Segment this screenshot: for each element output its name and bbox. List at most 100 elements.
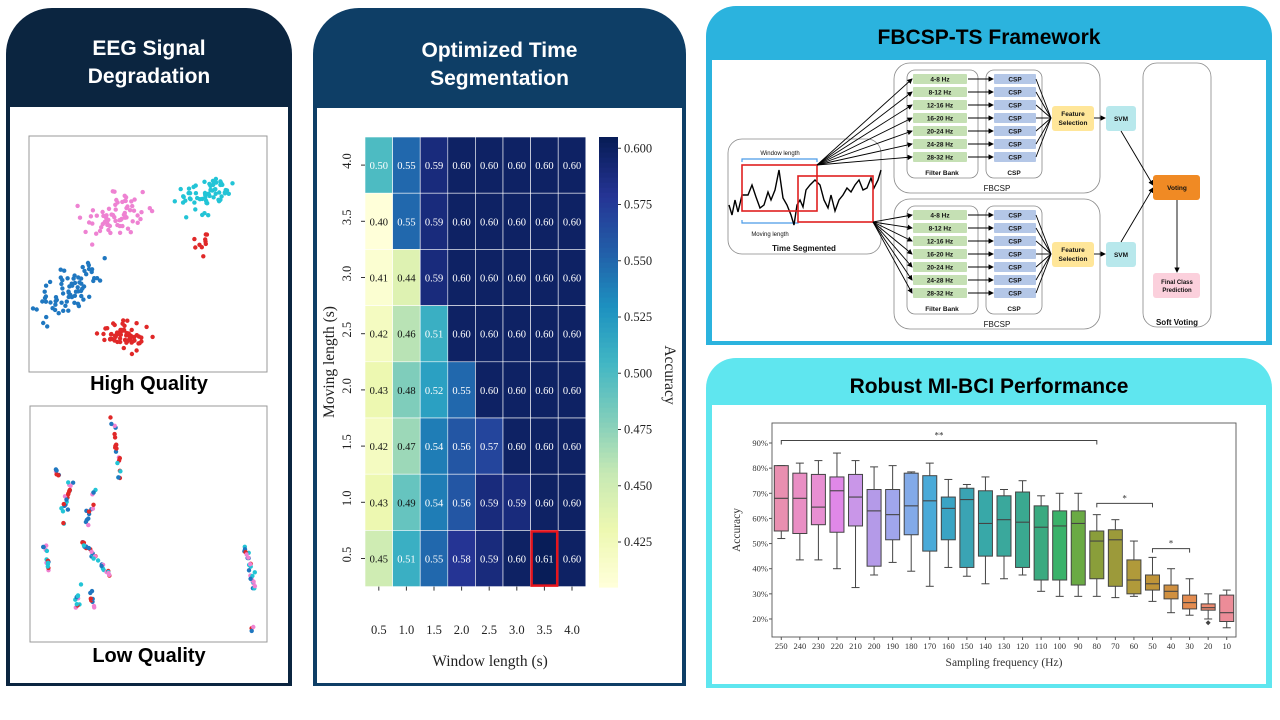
scatter-point xyxy=(124,205,129,211)
scatter-point xyxy=(60,291,66,296)
scatter-point xyxy=(86,266,92,272)
x-axis-label: Window length (s) xyxy=(432,653,548,670)
colorbar-tick-label: 0.600 xyxy=(624,141,652,155)
csp-label: CSP xyxy=(1008,116,1022,123)
scatter-point xyxy=(45,324,50,329)
soft-voting-label: Soft Voting xyxy=(1156,318,1198,327)
scatter-point xyxy=(191,184,196,190)
heatmap-cell-label: 0.56 xyxy=(452,442,470,453)
x-tick-label: 210 xyxy=(849,641,862,651)
scatter-point xyxy=(94,331,100,336)
colorbar-segment xyxy=(599,142,618,148)
band-filter-box xyxy=(913,223,967,233)
scatter-point xyxy=(75,594,81,599)
colorbar-segment xyxy=(599,482,618,488)
heatmap-cell xyxy=(557,473,587,531)
heatmap-cell-label: 0.54 xyxy=(425,498,444,509)
scatter-point xyxy=(131,338,137,343)
scatter-point xyxy=(78,582,84,587)
x-tick-label: 150 xyxy=(961,641,974,651)
scatter-point xyxy=(112,338,117,343)
scatter-point xyxy=(108,332,114,337)
heatmap-cell xyxy=(557,249,587,306)
heatmap-cell-label: 0.60 xyxy=(535,330,553,341)
heatmap-cell-label: 0.60 xyxy=(480,386,498,397)
csp-group-label: CSP xyxy=(1007,306,1021,313)
y-tick-label: 60% xyxy=(752,513,768,523)
box xyxy=(1126,559,1142,595)
scatter-point xyxy=(47,279,53,285)
colorbar-segment xyxy=(599,157,618,163)
scatter-point xyxy=(66,290,71,295)
y-axis-label: Accuracy xyxy=(731,508,743,552)
y-tick-label: 1.5 xyxy=(340,434,354,450)
y-tick-label: 20% xyxy=(752,614,768,624)
colorbar-segment xyxy=(599,547,618,553)
heatmap-cell-label: 0.60 xyxy=(563,274,581,285)
panel-title-performance: Robust MI-BCI Performance xyxy=(849,375,1129,398)
window-segment-1 xyxy=(741,164,818,212)
scatter-point xyxy=(112,435,118,440)
scatter-point xyxy=(61,268,67,273)
band-label: 4-8 Hz xyxy=(930,213,950,220)
scatter-point xyxy=(181,194,186,200)
scatter-point xyxy=(63,303,68,308)
band-label: 8-12 Hz xyxy=(929,226,953,233)
colorbar-segment xyxy=(599,512,618,518)
x-tick-label: 120 xyxy=(1016,641,1029,651)
heatmap-cell-label: 0.60 xyxy=(452,217,470,228)
band-label: 12-16 Hz xyxy=(927,239,954,246)
scatter-point xyxy=(86,522,91,528)
scatter-point xyxy=(75,301,81,306)
moving-length-label: Moving length xyxy=(751,232,788,238)
heatmap-cell-label: 0.58 xyxy=(452,555,470,566)
scatter-point xyxy=(252,584,258,589)
voting-box xyxy=(1153,175,1200,200)
scatter-point xyxy=(83,229,88,235)
scatter-point xyxy=(100,209,105,215)
scatter-point xyxy=(132,197,137,202)
csp-label: CSP xyxy=(1008,90,1022,97)
colorbar-segment xyxy=(599,177,618,183)
csp-to-feature-arrow xyxy=(1035,214,1052,255)
x-tick-label: 30 xyxy=(1185,641,1194,651)
colorbar-segment xyxy=(599,527,618,533)
scatter-point xyxy=(94,213,100,218)
scatter-point xyxy=(89,269,94,275)
colorbar-segment xyxy=(599,402,618,408)
scatter-point xyxy=(91,603,97,609)
box xyxy=(810,473,826,526)
colorbar-segment xyxy=(599,557,618,563)
scatter-point xyxy=(113,218,118,224)
colorbar-segment xyxy=(599,162,618,168)
heatmap-cell xyxy=(557,305,587,363)
scatter-point xyxy=(178,186,183,192)
scatter-point xyxy=(60,509,66,514)
scatter-point xyxy=(77,215,83,220)
eeg-signal-waveform xyxy=(728,169,882,226)
scatter-point xyxy=(78,276,84,281)
colorbar-segment xyxy=(599,337,618,343)
colorbar-segment xyxy=(599,452,618,458)
colorbar-segment xyxy=(599,572,618,578)
svm-to-voting-arrow xyxy=(1120,187,1154,243)
title-line: EEG Signal xyxy=(92,37,206,60)
colorbar-segment xyxy=(599,202,618,208)
high-quality-label: High Quality xyxy=(90,373,208,395)
heatmap-cell-label: 0.60 xyxy=(563,330,581,341)
csp-to-feature-arrow xyxy=(1035,117,1052,158)
heatmap-cell-label: 0.59 xyxy=(425,217,443,228)
scatter-point xyxy=(45,560,51,565)
csp-label: CSP xyxy=(1008,142,1022,149)
csp-to-feature-arrow xyxy=(1035,253,1052,268)
y-tick-label: 2.0 xyxy=(340,378,354,394)
scatter-point xyxy=(203,241,208,247)
colorbar-tick-label: 0.450 xyxy=(624,479,652,493)
segment-arrow xyxy=(872,221,913,242)
scatter-point xyxy=(34,307,39,312)
scatter-point xyxy=(89,549,94,554)
scatter-point xyxy=(202,179,207,184)
scatter-point xyxy=(131,208,137,213)
colorbar-segment xyxy=(599,317,618,323)
colorbar-segment xyxy=(599,472,618,478)
